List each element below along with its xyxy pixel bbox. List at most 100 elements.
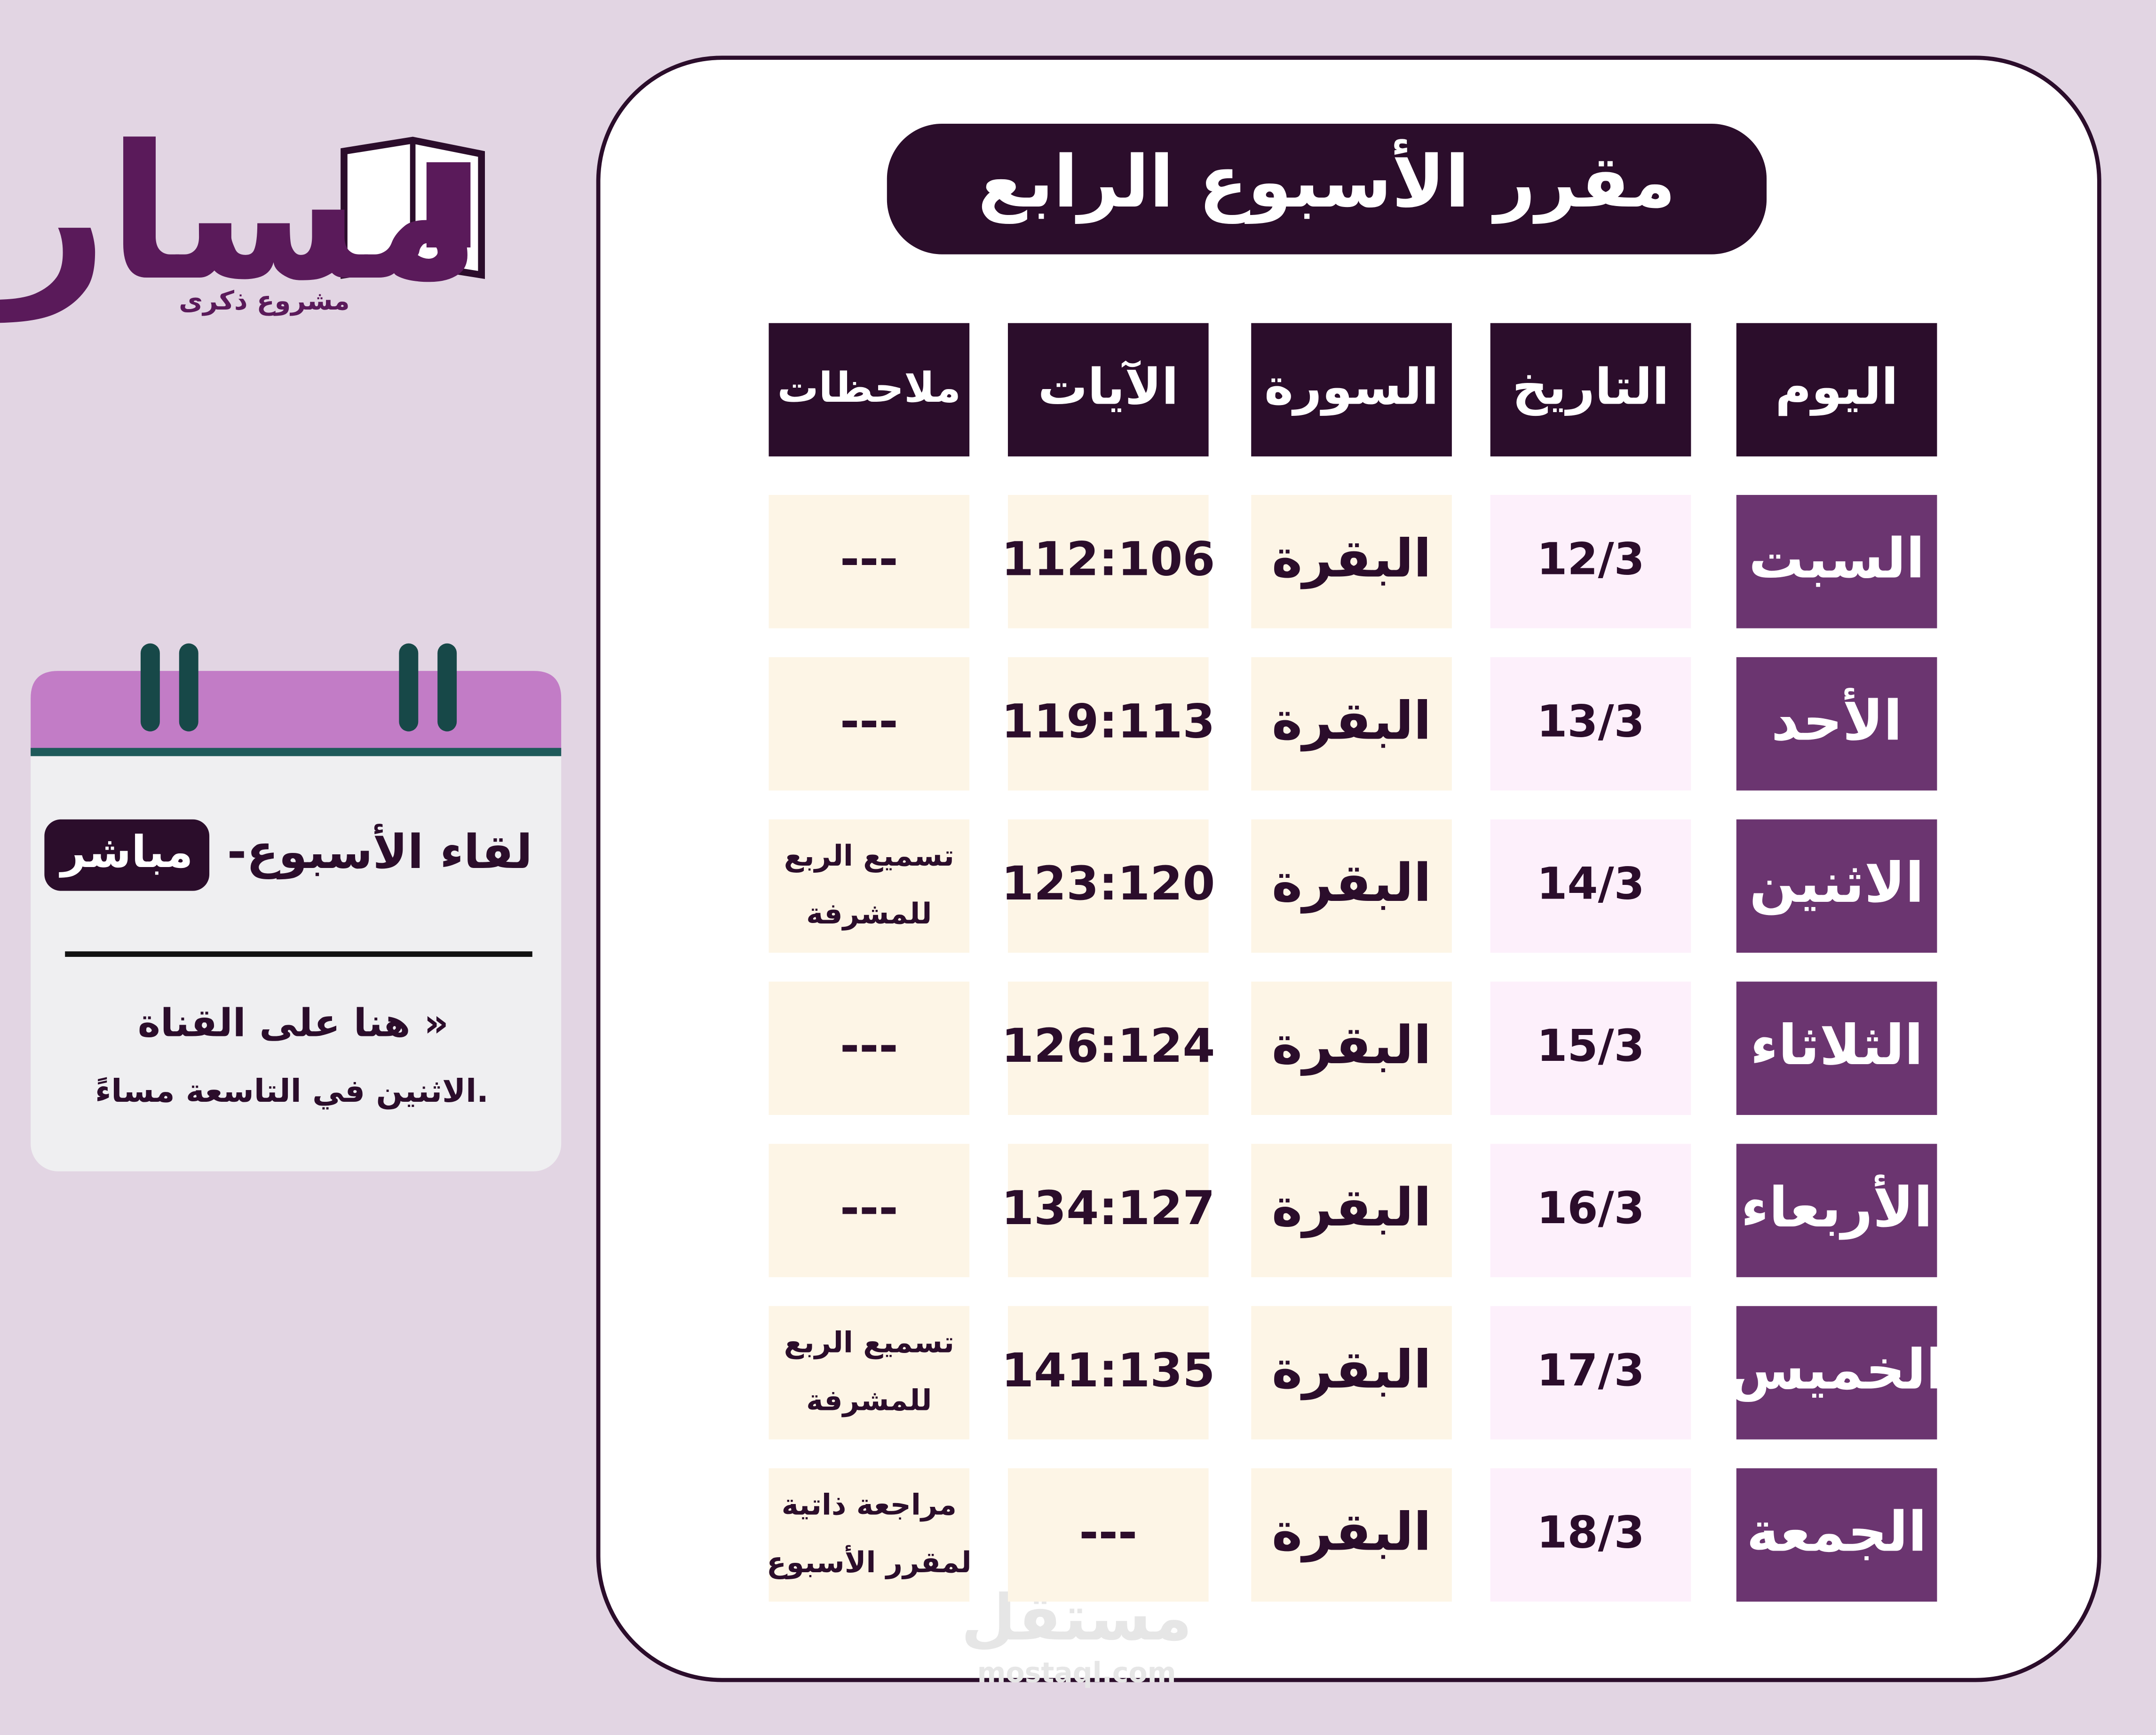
- calendar-line: الاثنين في التاسعة مساءً.: [95, 1073, 489, 1110]
- day-text: الأحد: [1771, 687, 1902, 753]
- header-text: الآيات: [1038, 358, 1179, 416]
- watermark-site: mostaql.com: [977, 1657, 1176, 1689]
- table: اليوم التاريخ السورة الآيات ملاحظات السبت 12/3…: [767, 323, 1945, 1602]
- note-text: ---: [840, 1019, 898, 1073]
- note-text: ---: [840, 533, 898, 587]
- calendar-body: [31, 671, 562, 1171]
- cell: [1251, 495, 1452, 629]
- cell: [1736, 657, 1937, 791]
- date-text: 17/3: [1537, 1345, 1644, 1396]
- day-text: الاثنين: [1749, 851, 1924, 915]
- calendar-ring: [140, 643, 160, 732]
- cell: [1251, 1306, 1452, 1440]
- surah-text: البقرة: [1272, 529, 1432, 589]
- cell: [1736, 981, 1937, 1115]
- cell: [1736, 1144, 1937, 1277]
- cell: [1251, 1144, 1452, 1277]
- surah-text: البقرة: [1272, 853, 1432, 914]
- ayat-text: 123:120: [1001, 857, 1215, 911]
- day-text: الجمعة: [1746, 1500, 1926, 1564]
- header-cell: [1490, 323, 1691, 457]
- ayat-text: 134:127: [1001, 1181, 1215, 1235]
- date-text: 15/3: [1537, 1020, 1644, 1072]
- calendar: مباشر -لقاء الأسبوع هنا على القناة » الا…: [31, 643, 562, 1171]
- cell: [1007, 981, 1209, 1115]
- cell: [1490, 1144, 1691, 1277]
- note-text: تسميع الربع: [784, 1326, 954, 1360]
- cell: [1736, 1306, 1937, 1440]
- header-cell: [769, 323, 970, 457]
- calendar-top: [31, 671, 562, 754]
- cell: [769, 495, 970, 629]
- surah-text: البقرة: [1272, 1340, 1432, 1401]
- calendar-ring: [399, 643, 419, 732]
- calendar-line: هنا على القناة »: [138, 1001, 449, 1046]
- cell: [1007, 1468, 1209, 1602]
- cell: [1251, 819, 1452, 953]
- note-text: مراجعة ذاتية: [782, 1488, 957, 1521]
- cell: [769, 1306, 970, 1440]
- divider: [65, 951, 532, 957]
- surah-text: البقرة: [1272, 691, 1432, 751]
- day-text: السبت: [1749, 526, 1925, 590]
- note-text: ---: [840, 1181, 898, 1235]
- logo: مسار مشروع ذكرى: [0, 106, 485, 324]
- header-text: السورة: [1264, 358, 1439, 416]
- cell: [1007, 1306, 1209, 1440]
- cell: [1007, 495, 1209, 629]
- header-cell: [1736, 323, 1937, 457]
- title-pill: [887, 124, 1767, 255]
- note-text: لمقرر الأسبوع: [767, 1545, 972, 1579]
- day-text: الثلاثاء: [1750, 1013, 1923, 1077]
- ayat-text: ---: [1079, 1506, 1137, 1560]
- header-cell: [1007, 323, 1209, 457]
- day-text: الأربعاء: [1741, 1174, 1933, 1240]
- calendar-ring: [179, 643, 198, 732]
- surah-text: البقرة: [1272, 1015, 1432, 1076]
- note-text: للمشرفة: [806, 897, 932, 931]
- cell: [1007, 819, 1209, 953]
- date-text: 13/3: [1537, 696, 1644, 747]
- ayat-text: 119:113: [1001, 694, 1215, 748]
- cell: [1490, 657, 1691, 791]
- cell: [769, 657, 970, 791]
- title: مقرر الأسبوع الرابع: [978, 139, 1676, 224]
- cell: [1251, 657, 1452, 791]
- cell: [1007, 1144, 1209, 1277]
- note-text: للمشرفة: [806, 1384, 932, 1417]
- cell: [1490, 495, 1691, 629]
- cell: [1007, 657, 1209, 791]
- note-text: تسميع الربع: [784, 839, 954, 873]
- date-text: 18/3: [1537, 1507, 1644, 1559]
- cell: [1251, 981, 1452, 1115]
- cell: [1736, 1468, 1937, 1602]
- note-text: ---: [840, 694, 898, 748]
- calendar-heading: -لقاء الأسبوع: [227, 824, 532, 880]
- calendar-rule: [31, 748, 562, 756]
- cell: [1490, 819, 1691, 953]
- surah-text: البقرة: [1272, 1178, 1432, 1238]
- date-text: 12/3: [1537, 534, 1644, 585]
- cell: [769, 1144, 970, 1277]
- logo-subtitle: مشروع ذكرى: [179, 286, 349, 316]
- cell: [1736, 819, 1937, 953]
- badge: [44, 819, 210, 891]
- header-text: اليوم: [1775, 358, 1898, 416]
- cell: [769, 819, 970, 953]
- cell: [769, 981, 970, 1115]
- ayat-text: 112:106: [1001, 533, 1215, 587]
- date-text: 14/3: [1537, 858, 1644, 909]
- badge-text: مباشر: [59, 827, 193, 878]
- cell: [1251, 1468, 1452, 1602]
- cell: [769, 1468, 970, 1602]
- header-cell: [1251, 323, 1452, 457]
- calendar-ring: [437, 643, 457, 732]
- cell: [1490, 981, 1691, 1115]
- date-text: 16/3: [1537, 1183, 1644, 1234]
- ayat-text: 141:135: [1001, 1344, 1215, 1398]
- logo-name: مسار: [0, 106, 481, 324]
- surah-text: البقرة: [1272, 1502, 1432, 1563]
- day-text: الخميس: [1728, 1338, 1944, 1402]
